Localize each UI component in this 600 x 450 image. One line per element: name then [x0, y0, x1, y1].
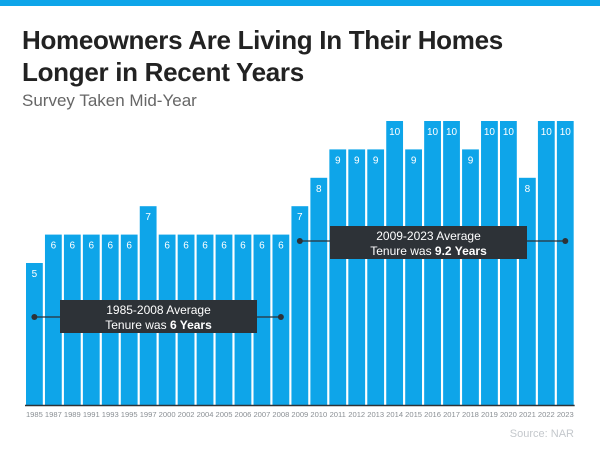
annotation-prefix: Tenure was: [105, 318, 170, 332]
x-tick-label: 2022: [538, 410, 555, 419]
bar-1987: [44, 234, 62, 405]
top-accent-bar: [0, 0, 600, 6]
data-label-2004: 6: [202, 241, 208, 252]
chart-title: Homeowners Are Living In Their Homes Lon…: [22, 24, 503, 88]
x-tick-label: 2016: [424, 410, 441, 419]
data-label-2008: 6: [278, 241, 284, 252]
bar-2007: [253, 234, 271, 405]
data-label-2013: 9: [373, 155, 379, 166]
data-label-2017: 10: [446, 127, 458, 138]
x-tick-label: 2000: [159, 410, 176, 419]
x-tick-label: 2005: [216, 410, 233, 419]
annotation-value: 6 Years: [170, 318, 212, 332]
annotation-line-2: Tenure was 9.2 Years: [370, 244, 487, 258]
data-label-2010: 8: [316, 184, 322, 195]
x-tick-label: 1985: [26, 410, 43, 419]
data-label-1995: 6: [126, 241, 132, 252]
data-label-2012: 9: [354, 155, 360, 166]
data-label-2006: 6: [240, 241, 246, 252]
data-label-2000: 6: [164, 241, 170, 252]
bar-2019: [481, 121, 498, 405]
annotation-value: 9.2 Years: [435, 244, 487, 258]
data-label-2002: 6: [183, 241, 189, 252]
x-tick-label: 1993: [102, 410, 119, 419]
x-tick-label: 2008: [272, 410, 289, 419]
annotation-line-1: 1985-2008 Average: [106, 303, 211, 317]
data-label-2014: 10: [389, 127, 401, 138]
annotation-prefix: Tenure was: [370, 244, 435, 258]
x-tick-label: 2023: [557, 410, 574, 419]
bar-2010: [310, 177, 328, 405]
data-label-2016: 10: [427, 127, 439, 138]
x-tick-label: 1989: [64, 410, 81, 419]
average-line-end-dot: [562, 238, 569, 244]
bar-2023: [556, 121, 574, 405]
title-line-1: Homeowners Are Living In Their Homes: [22, 25, 503, 55]
data-label-1997: 7: [145, 212, 151, 223]
x-tick-label: 1987: [45, 410, 62, 419]
x-tick-label: 2007: [253, 410, 270, 419]
x-tick-label: 2014: [386, 410, 403, 419]
annotation-line-2: Tenure was 6 Years: [105, 318, 212, 332]
data-label-2019: 10: [484, 127, 496, 138]
bar-2011: [329, 149, 347, 405]
data-label-2023: 10: [560, 127, 572, 138]
bar-2021: [518, 177, 536, 405]
x-tick-label: 2013: [367, 410, 384, 419]
bar-2015: [405, 149, 422, 405]
x-tick-label: 2019: [481, 410, 498, 419]
x-tick-label: 2012: [348, 410, 365, 419]
x-tick-label: 2010: [310, 410, 327, 419]
bar-2017: [443, 121, 460, 405]
data-label-2021: 8: [525, 184, 531, 195]
x-tick-label: 2021: [519, 410, 536, 419]
bar-1985: [26, 263, 43, 405]
data-label-2015: 9: [411, 155, 417, 166]
title-line-2: Longer in Recent Years: [22, 57, 304, 87]
x-tick-label: 2017: [443, 410, 460, 419]
data-label-1987: 6: [51, 241, 57, 252]
source-note: Source: NAR: [509, 428, 574, 440]
bar-2020: [500, 121, 517, 405]
x-tick-label: 2018: [462, 410, 479, 419]
bar-2018: [462, 149, 479, 405]
bar-2022: [537, 121, 555, 405]
data-label-2009: 7: [297, 212, 303, 223]
data-label-2007: 6: [259, 241, 265, 252]
x-tick-label: 2002: [178, 410, 195, 419]
x-tick-label: 2009: [291, 410, 308, 419]
x-tick-label: 1997: [140, 410, 157, 419]
x-tick-label: 2011: [330, 410, 346, 419]
data-label-1991: 6: [88, 241, 94, 252]
data-label-2005: 6: [221, 241, 227, 252]
chart-subtitle: Survey Taken Mid-Year: [22, 91, 197, 110]
bar-2009: [291, 206, 309, 405]
x-tick-label: 2004: [197, 410, 214, 419]
x-tick-label: 1991: [83, 410, 100, 419]
average-line-start-dot: [296, 238, 303, 244]
average-line-end-dot: [277, 314, 284, 320]
bar-2016: [424, 121, 441, 405]
data-label-2018: 9: [468, 155, 474, 166]
bar-2012: [348, 149, 366, 405]
data-label-2011: 9: [335, 155, 341, 166]
data-label-2020: 10: [503, 127, 515, 138]
annotation-line-1: 2009-2023 Average: [376, 229, 481, 243]
x-tick-label: 2015: [405, 410, 422, 419]
average-line-start-dot: [31, 314, 38, 320]
data-label-1993: 6: [107, 241, 113, 252]
data-label-2022: 10: [541, 127, 553, 138]
bar-2013: [367, 149, 385, 405]
bar-2014: [386, 121, 404, 405]
data-label-1985: 5: [32, 269, 38, 280]
x-tick-label: 2020: [500, 410, 517, 419]
x-tick-label: 1995: [121, 410, 138, 419]
annotation-box: [330, 226, 527, 259]
data-label-1989: 6: [70, 241, 76, 252]
x-tick-label: 2006: [235, 410, 252, 419]
annotation-box: [60, 300, 257, 333]
